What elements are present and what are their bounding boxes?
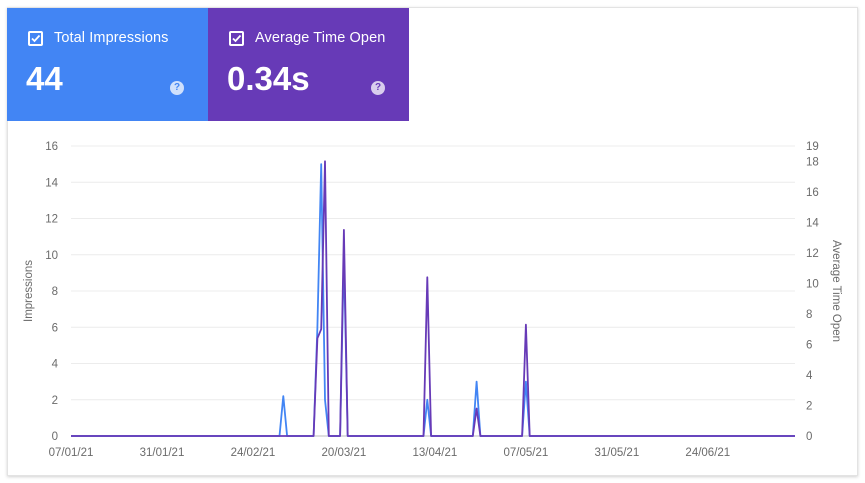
y-right-tick-label: 14 <box>806 217 819 229</box>
metric-header: Total Impressions <box>28 30 169 46</box>
y-right-tick-label: 10 <box>806 278 819 290</box>
x-tick-label: 20/03/21 <box>322 447 367 459</box>
y-right-tick-label: 6 <box>806 339 812 351</box>
y-right-tick-label: 18 <box>806 156 819 168</box>
metric-label: Average Time Open <box>255 30 386 46</box>
y-right-axis-title: Average Time Open <box>830 240 842 342</box>
y-left-tick-label: 16 <box>45 141 58 153</box>
series-line-1 <box>71 163 795 437</box>
metric-label: Total Impressions <box>54 30 169 46</box>
checkbox-icon[interactable] <box>229 30 244 46</box>
checkbox-icon[interactable] <box>28 30 43 46</box>
y-left-axis-title: Impressions <box>23 260 35 322</box>
total-impressions-tile[interactable]: Total Impressions 44 ? <box>7 8 208 121</box>
y-right-tick-label: 19 <box>806 141 819 153</box>
metric-value: 44 <box>26 60 63 97</box>
series-line-2 <box>71 160 795 437</box>
y-right-tick-label: 2 <box>806 400 812 412</box>
metric-header: Average Time Open <box>229 30 385 46</box>
y-left-tick-label: 6 <box>52 322 58 334</box>
x-tick-label: 31/01/21 <box>140 447 185 459</box>
y-left-tick-label: 10 <box>45 250 58 262</box>
y-left-tick-label: 8 <box>52 286 58 298</box>
y-right-tick-label: 8 <box>806 309 812 321</box>
y-right-tick-label: 0 <box>806 431 812 443</box>
y-right-tick-label: 16 <box>806 187 819 199</box>
y-left-tick-label: 2 <box>52 395 58 407</box>
y-left-tick-label: 4 <box>52 359 59 371</box>
x-tick-label: 31/05/21 <box>594 447 639 459</box>
y-left-tick-label: 0 <box>52 431 58 443</box>
y-left-tick-label: 12 <box>45 214 58 226</box>
x-tick-label: 07/05/21 <box>503 447 548 459</box>
average-time-open-tile[interactable]: Average Time Open 0.34s ? <box>208 8 409 121</box>
x-tick-label: 13/04/21 <box>413 447 458 459</box>
y-left-tick-label: 14 <box>45 177 58 189</box>
x-tick-label: 24/02/21 <box>231 447 276 459</box>
metric-value: 0.34s <box>227 60 310 97</box>
help-icon[interactable]: ? <box>170 81 184 95</box>
help-icon[interactable]: ? <box>371 81 385 95</box>
x-tick-label: 07/01/21 <box>49 447 94 459</box>
x-tick-label: 24/06/21 <box>685 447 730 459</box>
y-right-tick-label: 12 <box>806 248 819 260</box>
y-right-tick-label: 4 <box>806 370 813 382</box>
